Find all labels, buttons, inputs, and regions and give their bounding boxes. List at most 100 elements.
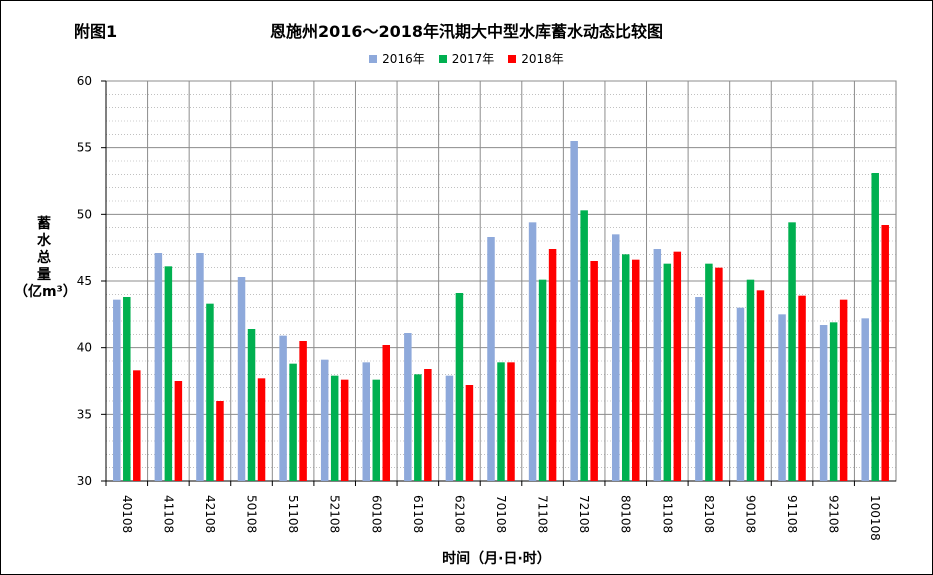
x-tick-label: 92108 [827, 495, 841, 533]
legend-label-2018: 2018年 [521, 52, 564, 66]
x-tick-label: 60108 [369, 495, 383, 533]
bar-2018年-71108 [548, 249, 557, 481]
bar-2017年-51108 [289, 363, 297, 481]
legend-label-2016: 2016年 [382, 52, 425, 66]
x-tick-label: 41108 [161, 495, 175, 533]
bar-2017年-91108 [788, 222, 796, 482]
bar-2016年-40108 [113, 299, 121, 481]
y-tick-label: 60 [77, 74, 92, 88]
x-tick-label: 50108 [245, 495, 259, 533]
bar-2017年-92108 [829, 322, 838, 481]
bar-2016年-60108 [362, 362, 371, 481]
bar-2017年-90108 [746, 279, 755, 481]
y-axis-label: 蓄 水 总 量 （亿m³） [14, 216, 77, 301]
chart-title: 恩施州2016～2018年汛期大中型水库蓄水动态比较图 [269, 22, 664, 41]
bar-2016年-100108 [861, 318, 869, 481]
x-tick-label: 42108 [203, 495, 217, 533]
bar-2016年-91108 [778, 314, 786, 481]
x-tick-label: 52108 [328, 495, 342, 533]
bar-2017年-41108 [164, 266, 173, 481]
legend-label-2017: 2017年 [451, 52, 495, 66]
bar-2017年-50108 [247, 329, 256, 481]
legend-swatch-2017 [438, 54, 447, 63]
bar-2018年-42108 [216, 401, 224, 481]
bar-2016年-82108 [695, 297, 703, 481]
bar-2017年-81108 [663, 263, 672, 481]
y-axis-label-char: 量 [37, 267, 51, 283]
bar-2018年-91108 [798, 295, 806, 481]
x-tick-label: 91108 [785, 495, 799, 533]
bar-2017年-60108 [372, 379, 381, 481]
bar-2018年-41108 [174, 381, 183, 481]
bar-2018年-90108 [756, 290, 765, 481]
bar-2017年-72108 [580, 210, 588, 482]
x-tick-label: 82108 [702, 495, 716, 533]
x-tick-label: 51108 [286, 495, 300, 533]
x-tick-label: 70108 [494, 495, 508, 533]
bar-2017年-80108 [621, 254, 630, 481]
y-axis-label-char: 蓄 [37, 216, 51, 232]
bar-2018年-92108 [839, 299, 848, 481]
bar-2016年-62108 [445, 375, 454, 481]
bar-2018年-61108 [424, 369, 432, 481]
x-tick-label: 62108 [452, 495, 466, 533]
legend-item-2016: 2016年 [369, 50, 425, 67]
bar-2018年-60108 [382, 345, 391, 481]
y-tick-label: 30 [77, 474, 92, 488]
x-axis-label: 时间（月·日·时） [442, 551, 551, 567]
bar-2016年-42108 [196, 253, 204, 481]
x-tick-label: 90108 [743, 495, 757, 533]
legend-swatch-2018 [508, 54, 517, 63]
bar-2016年-50108 [237, 277, 246, 481]
bar-2016年-61108 [404, 333, 412, 481]
bar-2018年-72108 [590, 261, 598, 481]
bar-2016年-90108 [736, 307, 745, 481]
bar-2016年-81108 [653, 249, 662, 481]
bar-2016年-41108 [154, 253, 163, 481]
bar-2016年-92108 [819, 325, 828, 481]
x-tick-label: 100108 [868, 495, 882, 541]
bar-2018年-81108 [673, 251, 682, 481]
bar-2016年-51108 [279, 335, 287, 481]
bar-2017年-71108 [538, 279, 547, 481]
bar-2017年-70108 [497, 362, 505, 481]
bar-2017年-100108 [871, 173, 879, 481]
y-axis-label-char: 水 [37, 233, 51, 249]
x-tick-label: 71108 [536, 495, 550, 533]
y-tick-label: 40 [77, 341, 92, 355]
legend-item-2018: 2018年 [508, 50, 564, 67]
y-axis-label-char: 总 [37, 250, 51, 266]
legend: 2016年 2017年 2018年 [0, 50, 933, 67]
bar-2018年-40108 [133, 370, 141, 481]
bar-2018年-100108 [881, 225, 889, 481]
legend-swatch-2016 [369, 54, 378, 63]
bar-2018年-51108 [299, 341, 307, 481]
y-axis-label-unit: （亿m³） [14, 284, 77, 300]
y-tick-label: 35 [77, 407, 92, 421]
x-tick-label: 40108 [120, 495, 134, 533]
x-tick-label: 80108 [619, 495, 633, 533]
bar-2018年-52108 [340, 379, 349, 481]
bar-2017年-40108 [123, 297, 131, 481]
bar-2017年-82108 [705, 263, 713, 481]
x-tick-label: 72108 [577, 495, 591, 533]
y-tick-label: 55 [77, 141, 92, 155]
bar-2018年-80108 [631, 259, 640, 481]
bar-2016年-70108 [487, 237, 495, 481]
bar-2016年-72108 [570, 141, 578, 481]
x-tick-label: 81108 [660, 495, 674, 533]
bar-2017年-52108 [330, 375, 339, 481]
y-tick-label: 45 [77, 274, 92, 288]
legend-item-2017: 2017年 [438, 50, 495, 67]
bar-2018年-62108 [465, 385, 474, 481]
bar-2017年-42108 [206, 303, 214, 481]
figure-label: 附图1 [74, 22, 118, 41]
y-tick-label: 50 [77, 207, 92, 221]
bar-2016年-80108 [611, 234, 620, 481]
bar-2017年-62108 [455, 293, 464, 481]
x-tick-label: 61108 [411, 495, 425, 533]
bar-2018年-70108 [507, 362, 515, 481]
bar-2016年-71108 [528, 222, 537, 482]
bar-2017年-61108 [414, 374, 422, 481]
